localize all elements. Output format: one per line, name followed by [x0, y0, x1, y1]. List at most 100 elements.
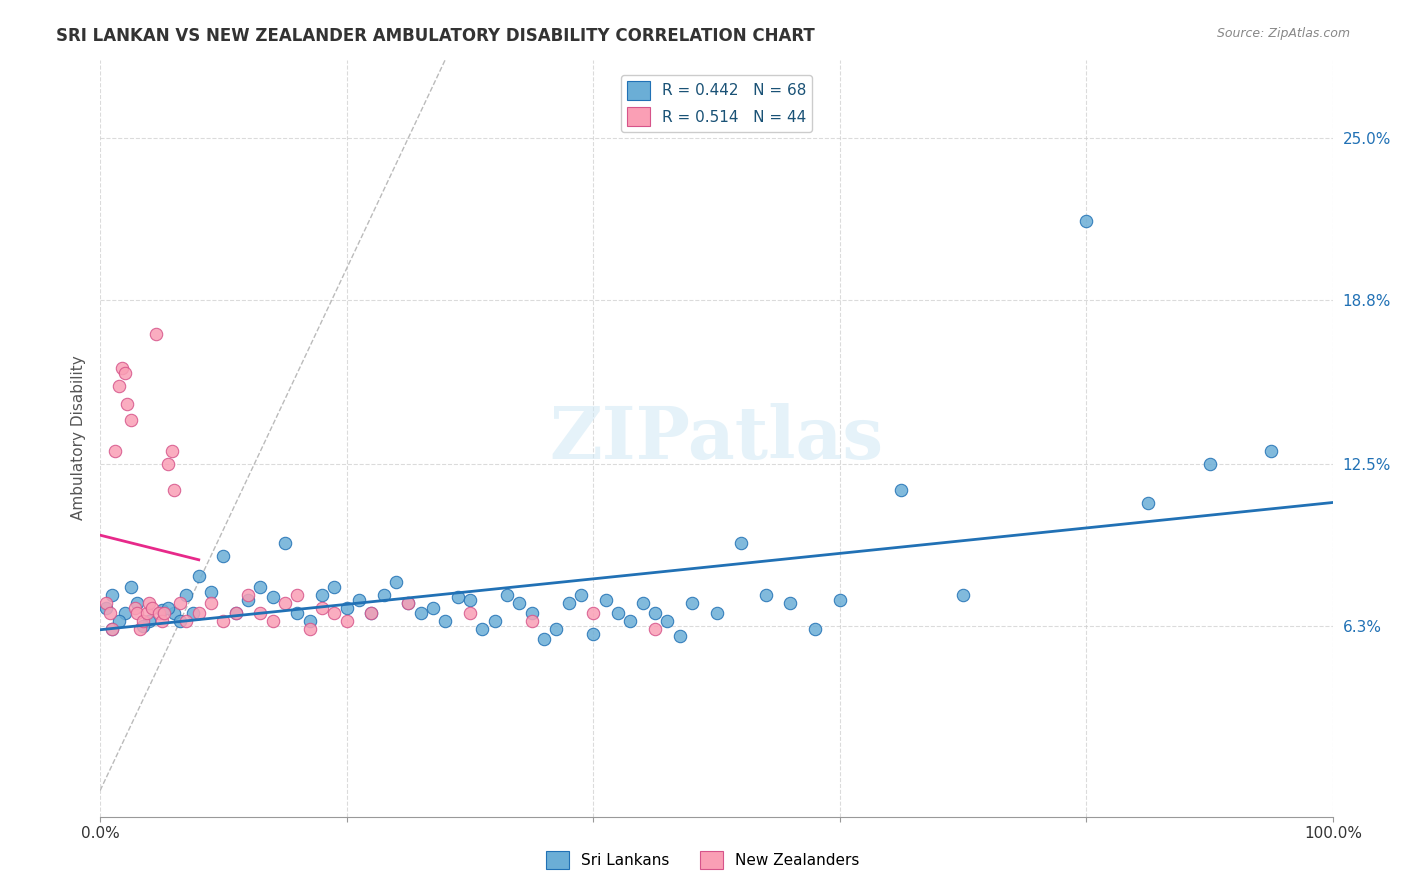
New Zealanders [163, 483, 186, 498]
New Zealanders [120, 413, 142, 427]
Sri Lankans [236, 593, 259, 607]
Sri Lankans [828, 593, 851, 607]
Sri Lankans [96, 600, 118, 615]
New Zealanders [127, 606, 149, 620]
New Zealanders [336, 614, 359, 628]
Sri Lankans [755, 588, 778, 602]
Sri Lankans [595, 593, 617, 607]
Sri Lankans [546, 622, 568, 636]
Sri Lankans [249, 580, 271, 594]
New Zealanders [148, 606, 170, 620]
New Zealanders [124, 600, 146, 615]
Text: ZIPatlas: ZIPatlas [550, 402, 883, 474]
Sri Lankans [434, 614, 457, 628]
New Zealanders [101, 622, 124, 636]
New Zealanders [136, 606, 159, 620]
New Zealanders [644, 622, 666, 636]
New Zealanders [187, 606, 209, 620]
Sri Lankans [1076, 214, 1098, 228]
Sri Lankans [127, 596, 149, 610]
Sri Lankans [323, 580, 346, 594]
New Zealanders [520, 614, 543, 628]
Sri Lankans [644, 606, 666, 620]
Sri Lankans [132, 619, 155, 633]
Sri Lankans [471, 622, 494, 636]
New Zealanders [128, 622, 150, 636]
Sri Lankans [779, 596, 801, 610]
Sri Lankans [508, 596, 530, 610]
New Zealanders [323, 606, 346, 620]
Sri Lankans [668, 630, 690, 644]
New Zealanders [212, 614, 235, 628]
New Zealanders [150, 614, 173, 628]
Sri Lankans [150, 603, 173, 617]
Sri Lankans [156, 600, 179, 615]
Sri Lankans [569, 588, 592, 602]
Sri Lankans [706, 606, 728, 620]
Text: Source: ZipAtlas.com: Source: ZipAtlas.com [1216, 27, 1350, 40]
New Zealanders [311, 600, 333, 615]
Sri Lankans [681, 596, 703, 610]
Sri Lankans [163, 606, 186, 620]
Sri Lankans [557, 596, 579, 610]
New Zealanders [360, 606, 382, 620]
Y-axis label: Ambulatory Disability: Ambulatory Disability [72, 356, 86, 520]
Sri Lankans [804, 622, 827, 636]
New Zealanders [298, 622, 321, 636]
Sri Lankans [114, 606, 136, 620]
New Zealanders [396, 596, 419, 610]
New Zealanders [141, 600, 163, 615]
Sri Lankans [138, 614, 160, 628]
New Zealanders [458, 606, 481, 620]
Sri Lankans [533, 632, 555, 646]
New Zealanders [107, 379, 129, 393]
Sri Lankans [212, 549, 235, 563]
New Zealanders [132, 614, 155, 628]
Sri Lankans [181, 606, 204, 620]
Sri Lankans [298, 614, 321, 628]
Sri Lankans [446, 591, 468, 605]
Sri Lankans [458, 593, 481, 607]
Sri Lankans [890, 483, 912, 498]
Sri Lankans [606, 606, 628, 620]
Sri Lankans [1136, 496, 1159, 510]
New Zealanders [582, 606, 605, 620]
New Zealanders [98, 606, 121, 620]
Legend: R = 0.442   N = 68, R = 0.514   N = 44: R = 0.442 N = 68, R = 0.514 N = 44 [620, 75, 813, 132]
Sri Lankans [360, 606, 382, 620]
Sri Lankans [396, 596, 419, 610]
Sri Lankans [101, 622, 124, 636]
Sri Lankans [262, 591, 284, 605]
New Zealanders [153, 606, 176, 620]
New Zealanders [117, 397, 139, 411]
New Zealanders [111, 360, 134, 375]
New Zealanders [262, 614, 284, 628]
Sri Lankans [730, 535, 752, 549]
New Zealanders [138, 596, 160, 610]
Sri Lankans [409, 606, 432, 620]
Sri Lankans [101, 588, 124, 602]
New Zealanders [236, 588, 259, 602]
Sri Lankans [107, 614, 129, 628]
Sri Lankans [274, 535, 297, 549]
New Zealanders [176, 614, 198, 628]
Sri Lankans [582, 627, 605, 641]
Sri Lankans [385, 574, 408, 589]
Sri Lankans [1198, 457, 1220, 471]
New Zealanders [160, 444, 183, 458]
Sri Lankans [1260, 444, 1282, 458]
Sri Lankans [287, 606, 309, 620]
New Zealanders [274, 596, 297, 610]
Sri Lankans [187, 569, 209, 583]
Sri Lankans [422, 600, 444, 615]
Sri Lankans [120, 580, 142, 594]
New Zealanders [200, 596, 222, 610]
Sri Lankans [952, 588, 974, 602]
Sri Lankans [520, 606, 543, 620]
Sri Lankans [657, 614, 679, 628]
Sri Lankans [373, 588, 395, 602]
Sri Lankans [496, 588, 519, 602]
New Zealanders [225, 606, 247, 620]
Sri Lankans [336, 600, 359, 615]
New Zealanders [249, 606, 271, 620]
